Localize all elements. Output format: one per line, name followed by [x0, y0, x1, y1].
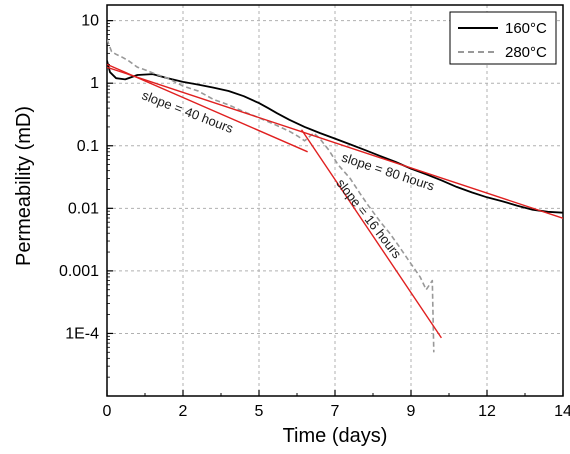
fit-lines — [107, 63, 563, 339]
legend-label-160: 160°C — [505, 20, 547, 37]
x-tick-label: 12 — [478, 403, 496, 420]
y-tick-label: 0.001 — [59, 263, 99, 280]
x-tick-label: 14 — [554, 403, 570, 420]
slope-annotation-3: slope = 16 hours — [333, 176, 405, 262]
x-tick-label: 9 — [407, 403, 416, 420]
fit-line-2 — [300, 129, 442, 339]
legend-box — [449, 11, 557, 65]
y-axis-title: Permeability (mD) — [13, 106, 35, 266]
x-axis-title: Time (days) — [283, 425, 388, 447]
fit-line-3 — [107, 66, 563, 220]
y-tick-label: 0.1 — [77, 138, 99, 155]
y-tick-label: 1E-4 — [65, 325, 99, 342]
series-line-2 — [107, 39, 435, 353]
y-axis-ticks: 10 1 0.1 0.01 0.001 1E-4 — [59, 13, 113, 378]
legend-label-280: 280°C — [505, 44, 547, 61]
x-axis-ticks: 0 2 5 7 9 12 14 — [103, 390, 570, 420]
x-tick-label: 7 — [331, 403, 340, 420]
y-tick-label: 10 — [81, 13, 99, 30]
series-layer — [107, 39, 563, 353]
legend: 160°C 280°C — [449, 11, 557, 65]
x-tick-label: 2 — [179, 403, 188, 420]
y-tick-label: 0.01 — [68, 200, 99, 217]
x-tick-label: 0 — [103, 403, 112, 420]
y-tick-label: 1 — [90, 75, 99, 92]
x-tick-label: 5 — [255, 403, 264, 420]
